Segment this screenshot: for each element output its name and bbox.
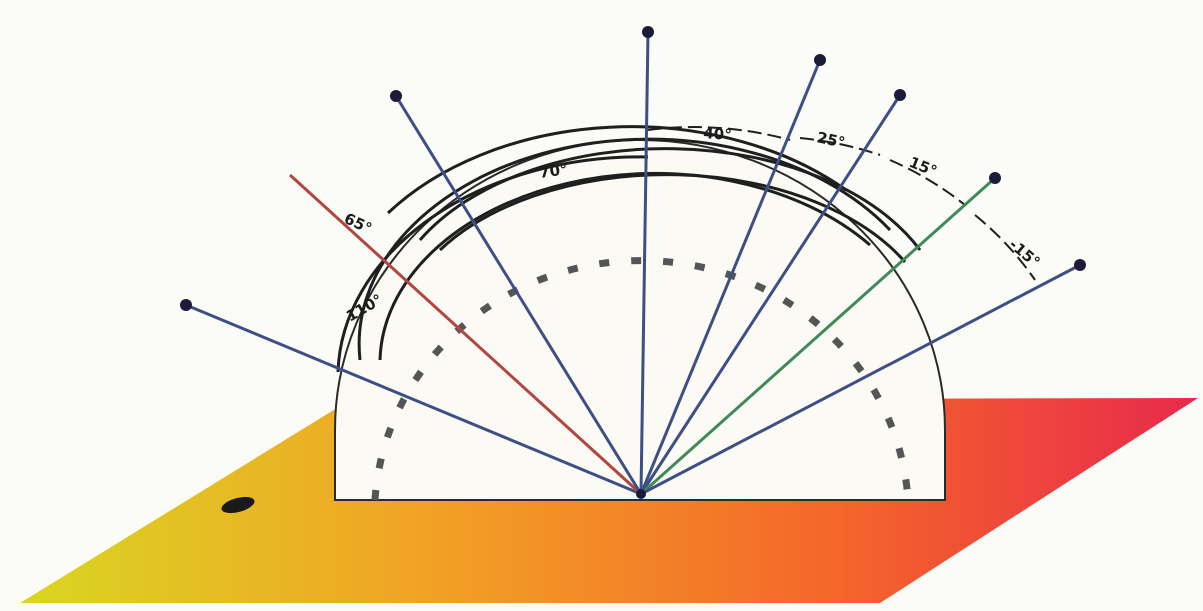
- angle-label-25: 25°: [815, 128, 846, 152]
- angle-label-40: 40°: [703, 124, 733, 144]
- ray-15: [639, 94, 902, 495]
- angle-label-70: 70°: [538, 160, 569, 182]
- arc-70: [386, 125, 847, 215]
- angle-label-15: 15°: [907, 153, 940, 180]
- arc-110: [336, 155, 649, 373]
- ray-green-endpoint: [989, 172, 1001, 184]
- arc-ring-b: [438, 173, 907, 263]
- ray-25-endpoint: [814, 54, 826, 66]
- ray-origin-point: [636, 489, 646, 499]
- ray-110-endpoint: [180, 299, 192, 311]
- ray-minus-15-endpoint: [1074, 259, 1086, 271]
- arc-minus-15: [974, 214, 1036, 281]
- plane-mark: [221, 496, 255, 514]
- measurement-arcs: [336, 125, 1036, 373]
- arc-15: [889, 159, 966, 206]
- arc-40: [647, 126, 791, 141]
- ray-15-endpoint: [894, 89, 906, 101]
- arc-65-inner: [378, 171, 871, 361]
- ray-110: [185, 303, 642, 496]
- ray-25: [639, 59, 822, 495]
- arc-ring-a: [418, 147, 922, 251]
- ray-65: [288, 173, 643, 496]
- rays: [180, 26, 1086, 499]
- arc-25: [799, 137, 881, 156]
- ray-normal-endpoint: [642, 26, 654, 38]
- ray-70-endpoint: [390, 90, 402, 102]
- ray-normal: [639, 31, 650, 495]
- ray-green: [640, 176, 996, 496]
- angle-label-65: 65°: [341, 209, 374, 237]
- ray-minus-15: [640, 263, 1081, 496]
- ray-70: [394, 95, 643, 495]
